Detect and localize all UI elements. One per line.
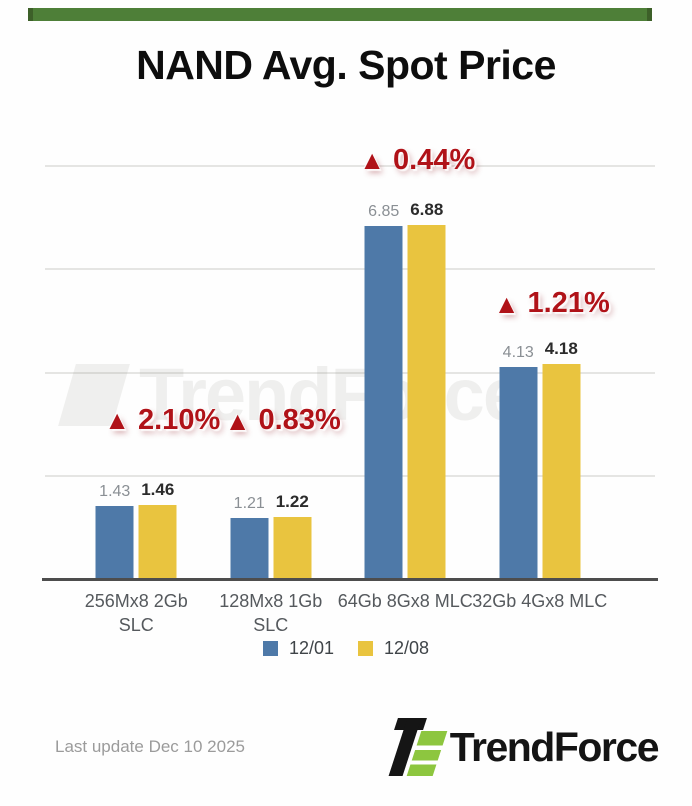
- bar-group-128mx8-1gb-slc: ▲ 0.83% 1.21 1.22 128Mx8 1Gb SLC: [204, 140, 341, 635]
- bar-pair: 6.85 6.88: [364, 199, 446, 580]
- last-update-text: Last update Dec 10 2025: [55, 737, 245, 756]
- plot-area: TrendForce ▲ 2.10% 1.43 1.46 256Mx8 2Gb …: [42, 140, 658, 636]
- value-label-1201: 1.43: [99, 483, 131, 501]
- gridline: [45, 371, 655, 374]
- change-label-256mx8: ▲ 2.10%: [104, 404, 220, 437]
- change-label-32gb: ▲ 1.21%: [494, 287, 610, 320]
- bar-1208: [542, 364, 581, 580]
- bar-column-1201: 6.85: [364, 203, 403, 580]
- legend-label-1208: 12/08: [384, 638, 430, 658]
- category-label: 32Gb 4Gx8 MLC: [472, 591, 608, 611]
- bar-1208: [407, 224, 446, 580]
- up-triangle-icon: ▲: [359, 145, 385, 176]
- bar-group-256mx8-2gb-slc: ▲ 2.10% 1.43 1.46 256Mx8 2Gb SLC: [69, 140, 221, 636]
- value-label-1201: 1.21: [233, 494, 265, 512]
- value-label-1208: 1.46: [141, 479, 175, 499]
- bar-1208: [138, 504, 177, 580]
- bar-column-1208: 1.46: [138, 479, 177, 580]
- bar-pair: 1.21 1.22: [230, 492, 312, 580]
- up-triangle-icon: ▲: [493, 288, 520, 319]
- up-triangle-icon: ▲: [104, 405, 130, 436]
- brand-name: TrendForce: [449, 723, 660, 770]
- legend: 12/01 12/08: [0, 638, 692, 659]
- legend-item-1208: 12/08: [358, 638, 429, 659]
- legend-swatch-1208: [358, 641, 373, 656]
- bar-1201: [95, 506, 134, 580]
- bar-1208: [273, 517, 312, 580]
- bar-column-1201: 1.21: [230, 494, 269, 580]
- bar-groups: ▲ 2.10% 1.43 1.46 256Mx8 2Gb SLC ▲: [69, 140, 610, 636]
- bar-pair: 4.13 4.18: [499, 339, 581, 580]
- legend-item-1201: 12/01: [262, 638, 334, 659]
- bar-column-1201: 1.43: [95, 483, 134, 580]
- x-axis-line: [42, 578, 658, 581]
- bar-column-1208: 6.88: [407, 199, 446, 580]
- legend-label-1201: 12/01: [288, 638, 334, 658]
- bar-group-64gb-8gx8-mlc: ▲ 0.44% 6.85 6.88 64Gb 8Gx8 MLC: [338, 140, 476, 611]
- bar-1201: [499, 366, 538, 580]
- gridline: [45, 268, 655, 271]
- value-label-1208: 4.18: [544, 339, 578, 359]
- trendforce-logo: TrendForce: [388, 718, 660, 776]
- bar-column-1208: 1.22: [273, 492, 312, 580]
- value-label-1208: 1.22: [275, 492, 309, 512]
- bar-1201: [364, 226, 403, 580]
- change-value: 1.21%: [527, 287, 610, 320]
- change-label-64gb: ▲ 0.44%: [359, 144, 475, 177]
- bar-group-32gb-4gx8-mlc: ▲ 1.21% 4.13 4.18 32Gb 4Gx8 MLC: [472, 140, 610, 611]
- gridline: [45, 165, 655, 167]
- change-label-128mx8: ▲ 0.83%: [225, 404, 341, 437]
- top-accent-bar: [28, 8, 652, 21]
- change-value: 0.83%: [258, 404, 341, 437]
- bar-column-1208: 4.18: [542, 339, 581, 580]
- legend-swatch-1201: [262, 641, 278, 656]
- change-value: 0.44%: [393, 143, 476, 176]
- footer: Last update Dec 10 2025 TrendForce: [55, 712, 660, 782]
- value-label-1201: 4.13: [502, 343, 534, 361]
- gridline: [45, 474, 655, 477]
- up-triangle-icon: ▲: [224, 405, 251, 436]
- trendforce-logo-icon: [388, 718, 448, 776]
- bar-1201: [230, 517, 269, 580]
- change-value: 2.10%: [138, 403, 221, 436]
- value-label-1208: 6.88: [410, 199, 444, 219]
- bar-pair: 1.43 1.46: [95, 479, 177, 580]
- category-label: 256Mx8 2Gb SLC: [84, 591, 188, 636]
- category-label: 64Gb 8Gx8 MLC: [337, 591, 473, 611]
- bar-column-1201: 4.13: [499, 343, 538, 580]
- chart-title: NAND Avg. Spot Price: [136, 42, 556, 88]
- value-label-1201: 6.85: [368, 203, 400, 221]
- category-label: 128Mx8 1Gb SLC: [219, 591, 323, 636]
